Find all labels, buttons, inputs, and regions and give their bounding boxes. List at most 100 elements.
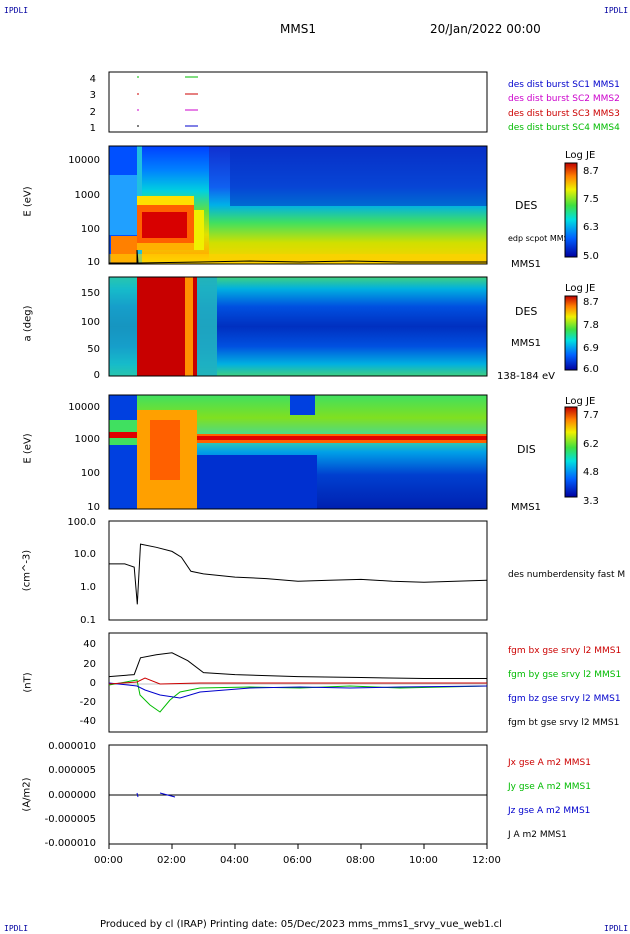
panel4-tick: 10000 [68, 402, 100, 413]
cb2-label: 7.5 [583, 194, 599, 205]
legend-by: fgm by gse srvy l2 MMS1 [508, 670, 622, 680]
legend-sc3: des dist burst SC3 MMS3 [508, 109, 620, 119]
legend-jx: Jx gse A m2 MMS1 [508, 758, 591, 768]
x-tick: 00:00 [94, 855, 123, 866]
panel3-range: 138-184 eV [497, 371, 555, 382]
panel4-tick: 10 [87, 502, 100, 513]
colorbar-panel3 [564, 295, 578, 371]
cb4-label: 6.2 [583, 439, 599, 450]
panel1-tick: 3 [89, 90, 96, 102]
cb2-label: 8.7 [583, 166, 599, 177]
panel7-tick: 0.000005 [48, 765, 96, 776]
x-tick: 02:00 [157, 855, 186, 866]
corner-label-tl: IPDLI [4, 6, 29, 15]
cb2-label: 5.0 [583, 251, 599, 262]
legend-sc1: des dist burst SC1 MMS1 [508, 80, 620, 90]
cb4-title: Log JE [565, 396, 596, 407]
panel1-tick: 4 [89, 74, 96, 85]
colorbar-panel2 [564, 162, 578, 258]
cb2-label: 6.3 [583, 222, 599, 233]
cb4-label: 7.7 [583, 410, 599, 421]
corner-label-tr: IPDLI [604, 6, 629, 15]
panel5-tick: 100.0 [67, 517, 96, 528]
cb3-label: 6.9 [583, 343, 599, 354]
panel7-tick: -0.000010 [44, 838, 96, 849]
panel6-tick: 40 [83, 639, 96, 650]
x-axis-ticks [108, 844, 488, 849]
colorbar-panel4 [564, 406, 578, 498]
panel2-tick: 1000 [74, 190, 100, 201]
panel5-tick: 1.0 [80, 582, 96, 593]
legend-bt: fgm bt gse srvy l2 MMS1 [508, 718, 620, 728]
x-tick: 04:00 [220, 855, 249, 866]
legend-jy: Jy gse A m2 MMS1 [508, 782, 591, 792]
x-tick: 06:00 [283, 855, 312, 866]
legend-j: J A m2 MMS1 [508, 830, 567, 840]
panel1-frame [108, 71, 488, 133]
footer-text: Produced by cl (IRAP) Printing date: 05/… [100, 919, 502, 930]
legend-bx: fgm bx gse srvy l2 MMS1 [508, 646, 622, 656]
panel7-tick: 0.000010 [48, 741, 96, 752]
panel1-ticks: 4 3 2 1 [84, 72, 96, 137]
bx-series [108, 677, 487, 685]
x-tick: 08:00 [346, 855, 375, 866]
panel3-spectrogram [109, 277, 487, 376]
panel2-tick: 100 [80, 224, 100, 235]
panel3-tick: 0 [93, 370, 100, 381]
panel3-tick: 150 [80, 288, 100, 299]
panel1-tick: 1 [89, 122, 96, 134]
panel4-sc: MMS1 [511, 502, 541, 513]
current-spikes [136, 792, 176, 798]
date-title: 20/Jan/2022 00:00 [430, 22, 541, 36]
legend-sc2: des dist burst SC2 MMS2 [508, 94, 620, 104]
panel7-tick: 0.000000 [48, 790, 96, 801]
x-tick: 10:00 [409, 855, 438, 866]
panel5-legend: des numberdensity fast M [508, 570, 626, 580]
panel2-tick: 10000 [68, 155, 100, 166]
cb4-label: 4.8 [583, 467, 599, 478]
panel6-tick: -20 [79, 697, 96, 708]
cb4-label: 3.3 [583, 496, 599, 507]
mission-title: MMS1 [280, 22, 316, 36]
panel6-tick: -40 [79, 716, 96, 727]
panel2-frame [108, 145, 488, 265]
panel2-species: DES [515, 199, 538, 212]
panel7-tick: -0.000005 [44, 814, 96, 825]
panel3-tick: 100 [80, 317, 100, 328]
panel2-sc: MMS1 [511, 259, 541, 270]
bt-series [108, 652, 487, 679]
corner-label-br: IPDLI [604, 924, 629, 933]
cb2-title: Log JE [565, 150, 596, 161]
panel5-frame [108, 520, 488, 621]
panel3-sc: MMS1 [511, 338, 541, 349]
legend-jz: Jz gse A m2 MMS1 [508, 806, 591, 816]
panel4-tick: 1000 [74, 434, 100, 445]
panel4-frame [108, 394, 488, 510]
cb3-label: 8.7 [583, 297, 599, 308]
x-tick: 12:00 [472, 855, 501, 866]
panel2-spectrogram [109, 146, 487, 264]
cb3-label: 7.8 [583, 320, 599, 331]
bz-series [108, 682, 488, 699]
legend-sc4: des dist burst SC4 MMS4 [508, 123, 620, 133]
panel6-tick: 0 [89, 678, 96, 689]
panel3-species: DES [515, 305, 538, 318]
corner-label-bl: IPDLI [4, 924, 29, 933]
density-series [109, 543, 488, 605]
panel5-tick: 10.0 [73, 549, 96, 560]
panel2-overlay: edp scpot MMS1 [508, 234, 574, 243]
legend-bz: fgm bz gse srvy l2 MMS1 [508, 694, 621, 704]
panel3-tick: 50 [87, 344, 100, 355]
cb3-title: Log JE [565, 283, 596, 294]
panel2-tick: 10 [87, 257, 100, 268]
cb3-label: 6.0 [583, 364, 599, 375]
panel4-spectrogram [109, 395, 487, 509]
panel6-tick: 20 [83, 659, 96, 670]
panel5-tick: 0.1 [80, 615, 96, 626]
panel3-frame [108, 276, 488, 377]
by-series [108, 679, 488, 713]
panel4-species: DIS [517, 443, 536, 456]
panel4-tick: 100 [80, 468, 100, 479]
panel1-tick: 2 [89, 106, 96, 118]
